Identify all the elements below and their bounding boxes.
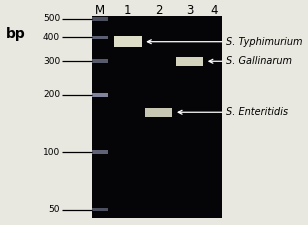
Text: S. Typhimurium: S. Typhimurium [226, 37, 303, 47]
Bar [92, 208, 108, 211]
Bar [176, 57, 203, 66]
FancyBboxPatch shape [92, 16, 222, 218]
Text: M: M [95, 4, 105, 17]
Text: 3: 3 [186, 4, 193, 17]
Text: 500: 500 [43, 14, 60, 23]
Text: bp: bp [6, 27, 25, 41]
Bar [92, 93, 108, 97]
Text: 2: 2 [155, 4, 162, 17]
Text: S. Gallinarum: S. Gallinarum [226, 56, 292, 66]
Bar [145, 108, 172, 117]
Bar [92, 59, 108, 63]
Text: 1: 1 [124, 4, 132, 17]
Text: 4: 4 [210, 4, 218, 17]
Bar [92, 17, 108, 21]
Bar [92, 150, 108, 154]
Text: S. Enteritidis: S. Enteritidis [226, 107, 289, 117]
Text: 50: 50 [49, 205, 60, 214]
Bar [92, 36, 108, 39]
Text: 200: 200 [43, 90, 60, 99]
Text: 400: 400 [43, 33, 60, 42]
Bar [114, 36, 142, 47]
Text: 300: 300 [43, 57, 60, 66]
Text: 100: 100 [43, 148, 60, 157]
